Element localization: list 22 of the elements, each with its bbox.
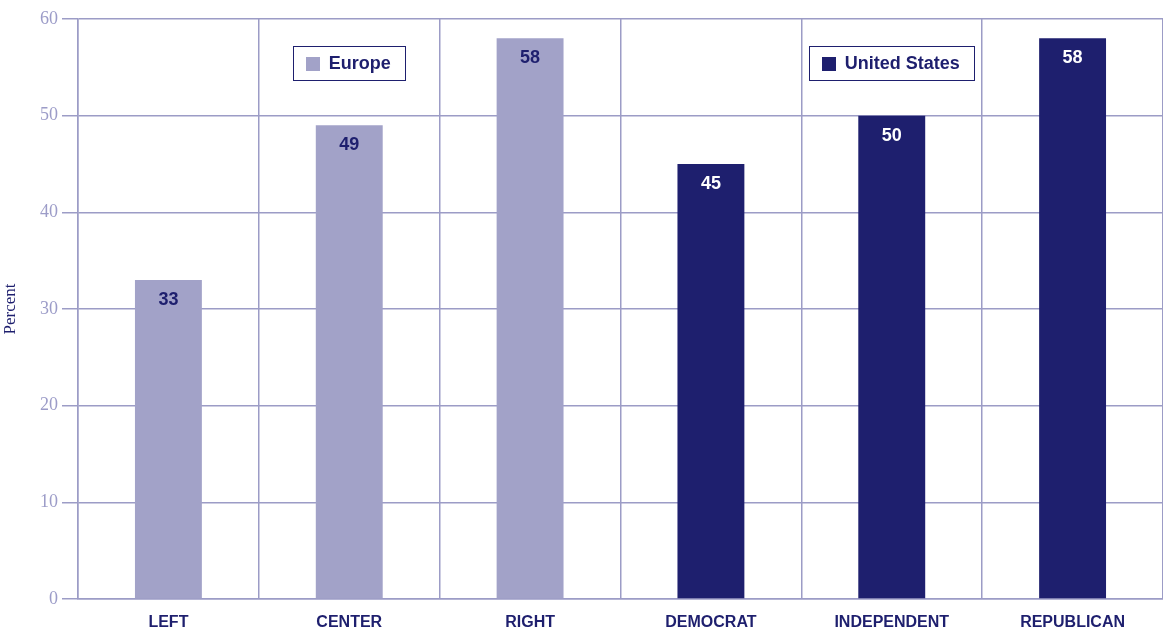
data-label: 58 xyxy=(520,47,541,68)
y-tick-label: 50 xyxy=(40,104,58,125)
legend-label: United States xyxy=(844,53,960,74)
data-label: 33 xyxy=(158,288,179,309)
x-tick-label: DEMOCRAT xyxy=(665,613,757,631)
x-tick-label: LEFT xyxy=(148,613,189,631)
y-tick-label: 40 xyxy=(40,201,58,222)
x-tick-label: RIGHT xyxy=(505,613,556,631)
data-label: 45 xyxy=(700,172,721,193)
data-label: 49 xyxy=(339,134,360,155)
y-axis-title: Percent xyxy=(0,283,19,335)
legend-label: Europe xyxy=(328,53,391,74)
y-tick-label: 30 xyxy=(40,297,58,318)
y-tick-label: 10 xyxy=(40,491,58,512)
data-label: 50 xyxy=(881,124,902,145)
x-tick-label: INDEPENDENT xyxy=(834,613,950,631)
x-tick-label: CENTER xyxy=(316,613,383,631)
x-tick-label: REPUBLICAN xyxy=(1020,613,1126,631)
y-tick-label: 20 xyxy=(40,394,58,415)
data-label: 58 xyxy=(1062,47,1083,68)
y-tick-label: 0 xyxy=(49,587,58,608)
y-tick-label: 60 xyxy=(40,7,58,28)
